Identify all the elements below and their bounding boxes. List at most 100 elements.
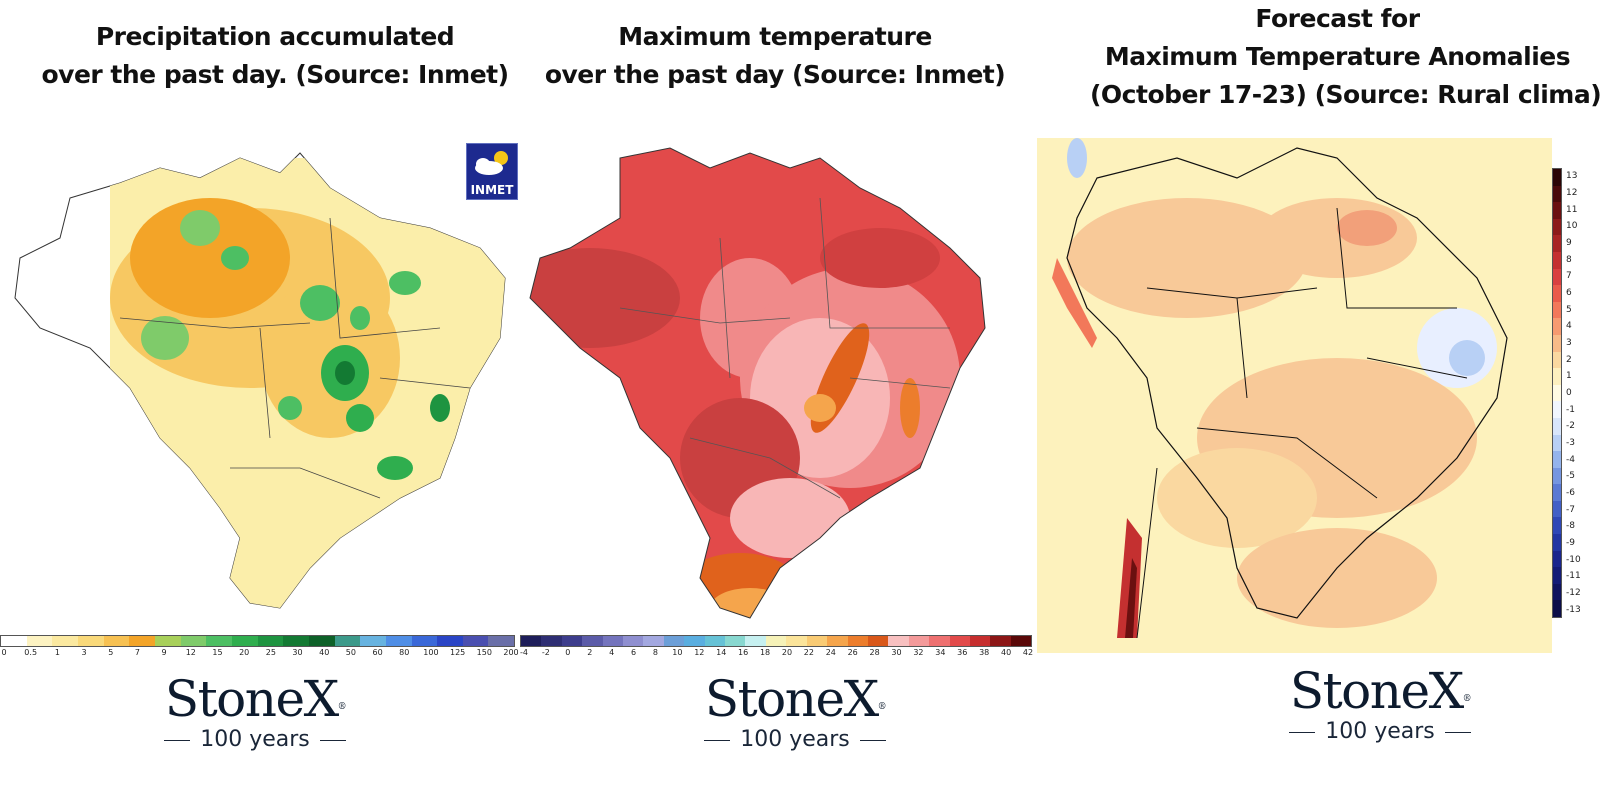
precipitation-legend-swatch xyxy=(103,636,130,646)
precipitation-legend-ticks: 0 0.5 1 3 5 7 9 12 15 20 25 30 40 50 60 80 100 125 150 200 xyxy=(0,648,518,662)
temperature-legend-swatch xyxy=(725,636,746,646)
legend-tick-label: 0 xyxy=(1566,388,1572,398)
legend-tick-label: 14 xyxy=(716,648,727,657)
temperature-legend-bar xyxy=(520,635,1032,647)
legend-tick-label: -13 xyxy=(1566,604,1581,615)
temperature-legend-swatch xyxy=(765,636,787,646)
panel-1-title: Precipitation accumulated over the past … xyxy=(20,18,530,94)
temperature-legend-swatch xyxy=(888,636,909,646)
temperature-legend-swatch xyxy=(521,636,542,646)
inmet-badge: INMET xyxy=(466,143,518,200)
precipitation-legend-swatch xyxy=(411,636,438,646)
legend-tick-label: 0 xyxy=(1,648,7,657)
legend-tick-label: 1 xyxy=(1566,371,1572,382)
precipitation-legend-swatch xyxy=(52,636,78,646)
legend-tick-label: 12 xyxy=(1566,188,1578,198)
cloud-sun-icon xyxy=(475,151,508,175)
legend-tick-label: -10 xyxy=(1566,554,1581,565)
legend-tick-label: 50 xyxy=(345,648,356,657)
max-temperature-map xyxy=(520,138,1035,638)
anomaly-legend-swatch xyxy=(1553,251,1561,269)
precipitation-legend-swatch xyxy=(308,636,335,646)
legend-tick-label: 6 xyxy=(1566,288,1572,298)
legend-tick-label: 18 xyxy=(759,648,771,657)
precipitation-legend-swatch xyxy=(231,636,258,646)
precipitation-legend-swatch xyxy=(129,636,155,646)
legend-tick-label: 2 xyxy=(1566,354,1572,365)
stonex-logo-1-brand: StoneX® xyxy=(164,670,347,728)
precipitation-legend-swatch xyxy=(26,636,53,646)
legend-tick-label: -2 xyxy=(1566,421,1575,432)
legend-tick-label: 13 xyxy=(1566,171,1578,182)
temperature-legend-swatch xyxy=(827,636,848,646)
inmet-badge-label: INMET xyxy=(470,183,514,197)
legend-tick-label: 10 xyxy=(672,648,683,657)
anomaly-legend-swatch xyxy=(1553,235,1561,252)
anomaly-legend-swatch xyxy=(1553,417,1561,435)
legend-tick-label: 20 xyxy=(781,648,793,657)
legend-tick-label: 25 xyxy=(265,648,276,657)
panel-2-title-line-2: over the past day (Source: Inmet) xyxy=(544,60,1006,89)
anomaly-legend-swatch xyxy=(1553,318,1561,335)
precipitation-legend-swatch xyxy=(77,636,104,646)
anomaly-legend-swatch xyxy=(1553,401,1561,418)
temperature-legend-swatch xyxy=(643,636,664,646)
stonex-logo-1-tagline: 100 years xyxy=(130,726,380,754)
temperature-anomaly-map-graphic xyxy=(1037,138,1552,653)
anomaly-legend-swatch xyxy=(1553,583,1561,601)
temperature-legend-swatch xyxy=(684,636,705,646)
temperature-legend-ticks: -4 -2 0 2 4 6 8 10 12 14 16 18 20 22 24 26 28 30 32 34 36 38 4… xyxy=(520,648,1034,662)
legend-tick-label: 42 xyxy=(1022,648,1034,657)
legend-tick-label: 125 xyxy=(449,648,466,657)
anomaly-legend-swatch xyxy=(1553,218,1561,236)
panel-1-title-line-2: over the past day. (Source: Inmet) xyxy=(41,60,509,89)
legend-tick-label: 60 xyxy=(372,648,383,657)
anomaly-legend-swatch xyxy=(1553,301,1561,319)
legend-tick-label: 100 xyxy=(423,648,439,657)
temperature-legend-swatch xyxy=(806,636,828,646)
anomaly-legend-swatch xyxy=(1553,434,1561,452)
anomaly-legend-swatch xyxy=(1553,202,1561,219)
legend-tick-label: -12 xyxy=(1566,588,1581,598)
legend-tick-label: 10 xyxy=(1566,221,1578,232)
legend-tick-label: 40 xyxy=(319,648,330,657)
precipitation-map xyxy=(0,138,520,638)
legend-tick-label: -11 xyxy=(1566,571,1581,582)
anomaly-legend-swatch xyxy=(1553,185,1561,203)
stonex-logo-3-brand: StoneX® xyxy=(1289,662,1472,720)
anomaly-legend-swatch xyxy=(1553,600,1561,618)
legend-tick-label: 7 xyxy=(134,648,140,657)
legend-tick-label: -3 xyxy=(1566,438,1575,448)
legend-tick-label: -4 xyxy=(520,648,528,657)
anomaly-legend-swatch xyxy=(1553,484,1561,501)
panel-3-title-line-1: Forecast for xyxy=(1255,4,1420,33)
temperature-legend-swatch xyxy=(561,636,583,646)
precipitation-legend-swatch xyxy=(488,636,515,646)
legend-tick-label: 4 xyxy=(609,648,615,657)
stonex-logo-2-tagline: 100 years xyxy=(670,726,920,754)
legend-tick-label: 20 xyxy=(239,648,250,657)
precipitation-map-graphic xyxy=(14,152,506,609)
temperature-anomaly-map xyxy=(1037,138,1552,653)
legend-tick-label: 6 xyxy=(631,648,637,657)
stonex-logo-1: StoneX® 100 years xyxy=(130,672,380,754)
panel-3-title: Forecast for Maximum Temperature Anomali… xyxy=(1090,0,1600,114)
legend-tick-label: -6 xyxy=(1566,488,1575,498)
stonex-logo-2-brand: StoneX® xyxy=(704,670,887,728)
temperature-legend-swatch xyxy=(602,636,624,646)
legend-tick-label: 26 xyxy=(847,648,858,657)
temperature-legend-swatch xyxy=(582,636,603,646)
legend-tick-label: 38 xyxy=(979,648,990,657)
legend-tick-label: -7 xyxy=(1566,504,1575,515)
precipitation-legend-swatch xyxy=(385,636,412,646)
temperature-legend-swatch xyxy=(1010,636,1032,646)
legend-tick-label: 7 xyxy=(1566,271,1572,282)
legend-tick-label: 0 xyxy=(565,648,571,657)
precipitation-legend-swatch xyxy=(154,636,181,646)
legend-tick-label: 150 xyxy=(476,648,492,657)
panel-3-title-line-2: Maximum Temperature Anomalies xyxy=(1104,42,1571,71)
temperature-legend-swatch xyxy=(990,636,1011,646)
anomaly-legend-swatch xyxy=(1553,334,1561,352)
legend-tick-label: 12 xyxy=(185,648,196,657)
temperature-legend-swatch xyxy=(786,636,807,646)
